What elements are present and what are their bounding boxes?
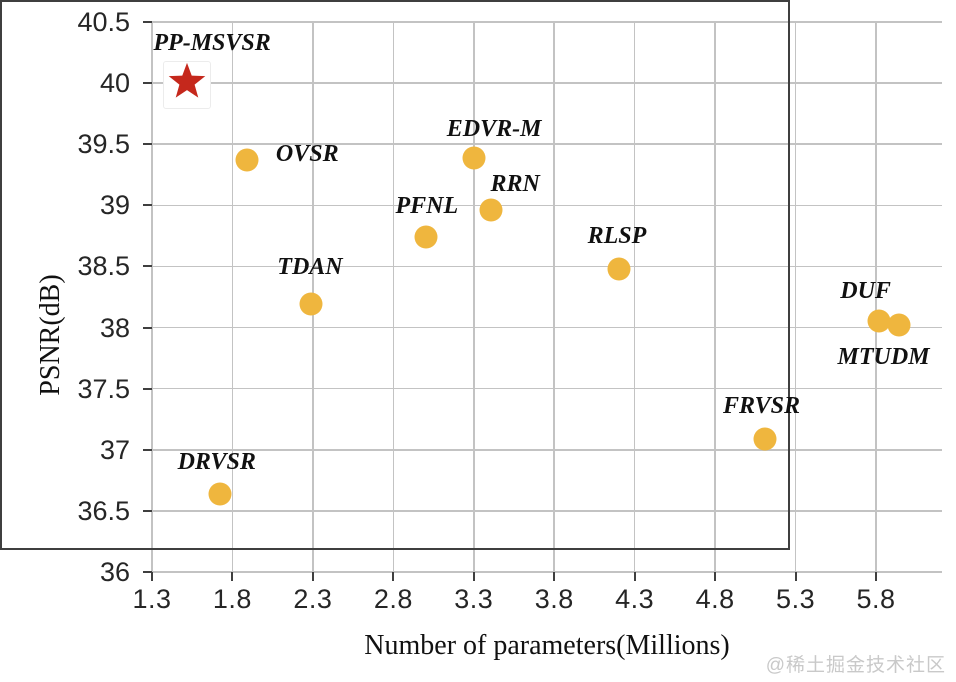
vertical-gridline [151, 22, 153, 572]
data-point-label: PFNL [395, 193, 459, 220]
y-tick-label: 36 [99, 557, 130, 587]
horizontal-gridline [152, 326, 942, 329]
x-axis-title: Number of parameters(Millions) [364, 630, 730, 661]
y-tick-mark [143, 387, 152, 390]
data-point-label: TDAN [277, 254, 343, 281]
x-tick-label: 3.8 [534, 584, 574, 614]
vertical-gridline [633, 22, 636, 572]
data-point-circle [208, 482, 232, 506]
y-tick-mark [143, 21, 152, 23]
y-tick-mark [143, 265, 152, 268]
vertical-gridline [794, 22, 797, 572]
data-point-circle [299, 292, 323, 316]
data-point-label: PP-MSVSR [153, 30, 271, 57]
vertical-gridline [875, 22, 877, 572]
x-tick-mark [875, 572, 878, 581]
data-point-circle [462, 146, 486, 170]
x-tick-mark [472, 572, 475, 581]
x-tick-mark [714, 572, 717, 581]
x-tick-label: 5.8 [856, 584, 896, 614]
horizontal-gridline [152, 571, 942, 573]
y-tick-label: 39 [99, 190, 130, 221]
vertical-gridline [231, 22, 234, 572]
x-tick-label: 5.3 [776, 584, 816, 614]
x-tick-mark [794, 572, 797, 581]
y-tick-mark [143, 204, 152, 207]
y-tick-mark [143, 326, 152, 329]
horizontal-gridline [152, 449, 942, 451]
horizontal-gridline [152, 510, 942, 512]
data-point-label: OVSR [275, 141, 339, 168]
data-point-star-icon [167, 61, 207, 106]
y-tick-mark [143, 509, 152, 512]
x-tick-label: 3.3 [454, 584, 494, 614]
y-tick-mark [143, 143, 152, 146]
x-tick-mark [553, 572, 556, 581]
y-tick-label: 37 [99, 434, 130, 465]
x-tick-mark [231, 572, 234, 581]
plot-area: PP-MSVSR DRVSR OVSR TDAN PFNL EDVR-M RRN RLSP FR… [151, 21, 942, 573]
x-tick-label: 1.3 [132, 584, 172, 614]
vertical-gridline [473, 22, 475, 572]
horizontal-gridline [152, 143, 942, 145]
y-tick-label: 40 [99, 68, 130, 99]
data-point-circle [235, 148, 259, 172]
x-tick-label: 2.8 [373, 584, 413, 614]
data-point-label: RLSP [587, 222, 647, 249]
vertical-gridline [553, 22, 555, 572]
x-tick-label: 4.8 [695, 584, 735, 614]
y-tick-label: 37.5 [77, 373, 130, 404]
data-point-circle [867, 309, 891, 333]
data-point-circle [753, 427, 777, 451]
x-tick-label: 2.3 [293, 584, 333, 614]
x-tick-mark [151, 572, 153, 581]
y-tick-mark [143, 448, 152, 451]
x-tick-mark [392, 572, 395, 581]
data-point-label: FRVSR [723, 392, 800, 419]
data-point-circle [414, 225, 438, 249]
y-tick-mark [143, 82, 152, 85]
data-point-label: EDVR-M [446, 115, 542, 142]
y-tick-mark [143, 571, 152, 573]
y-tick-label: 38.5 [77, 251, 130, 282]
y-tick-label: 40.5 [77, 7, 130, 37]
horizontal-gridline [152, 82, 942, 84]
vertical-gridline [714, 22, 716, 572]
x-tick-mark [311, 572, 314, 581]
horizontal-gridline [152, 204, 942, 207]
x-tick-label: 4.3 [615, 584, 655, 614]
data-point-label: DRVSR [177, 448, 256, 475]
watermark: @稀土掘金技术社区 [765, 655, 946, 676]
data-point-label: DUF [840, 278, 891, 305]
data-point-label: RRN [490, 171, 540, 198]
data-point-circle [479, 198, 503, 222]
y-tick-label: 38 [99, 312, 130, 343]
y-tick-label: 39.5 [77, 129, 130, 160]
x-tick-label: 1.8 [212, 584, 252, 614]
data-point-label: MTUDM [837, 344, 930, 371]
data-point-circle [607, 257, 631, 281]
horizontal-gridline [152, 265, 942, 268]
y-tick-label: 36.5 [77, 495, 130, 526]
vertical-gridline [392, 22, 395, 572]
horizontal-gridline [152, 21, 942, 23]
horizontal-gridline [152, 387, 942, 390]
x-tick-mark [633, 572, 636, 581]
data-point-circle [887, 313, 911, 337]
